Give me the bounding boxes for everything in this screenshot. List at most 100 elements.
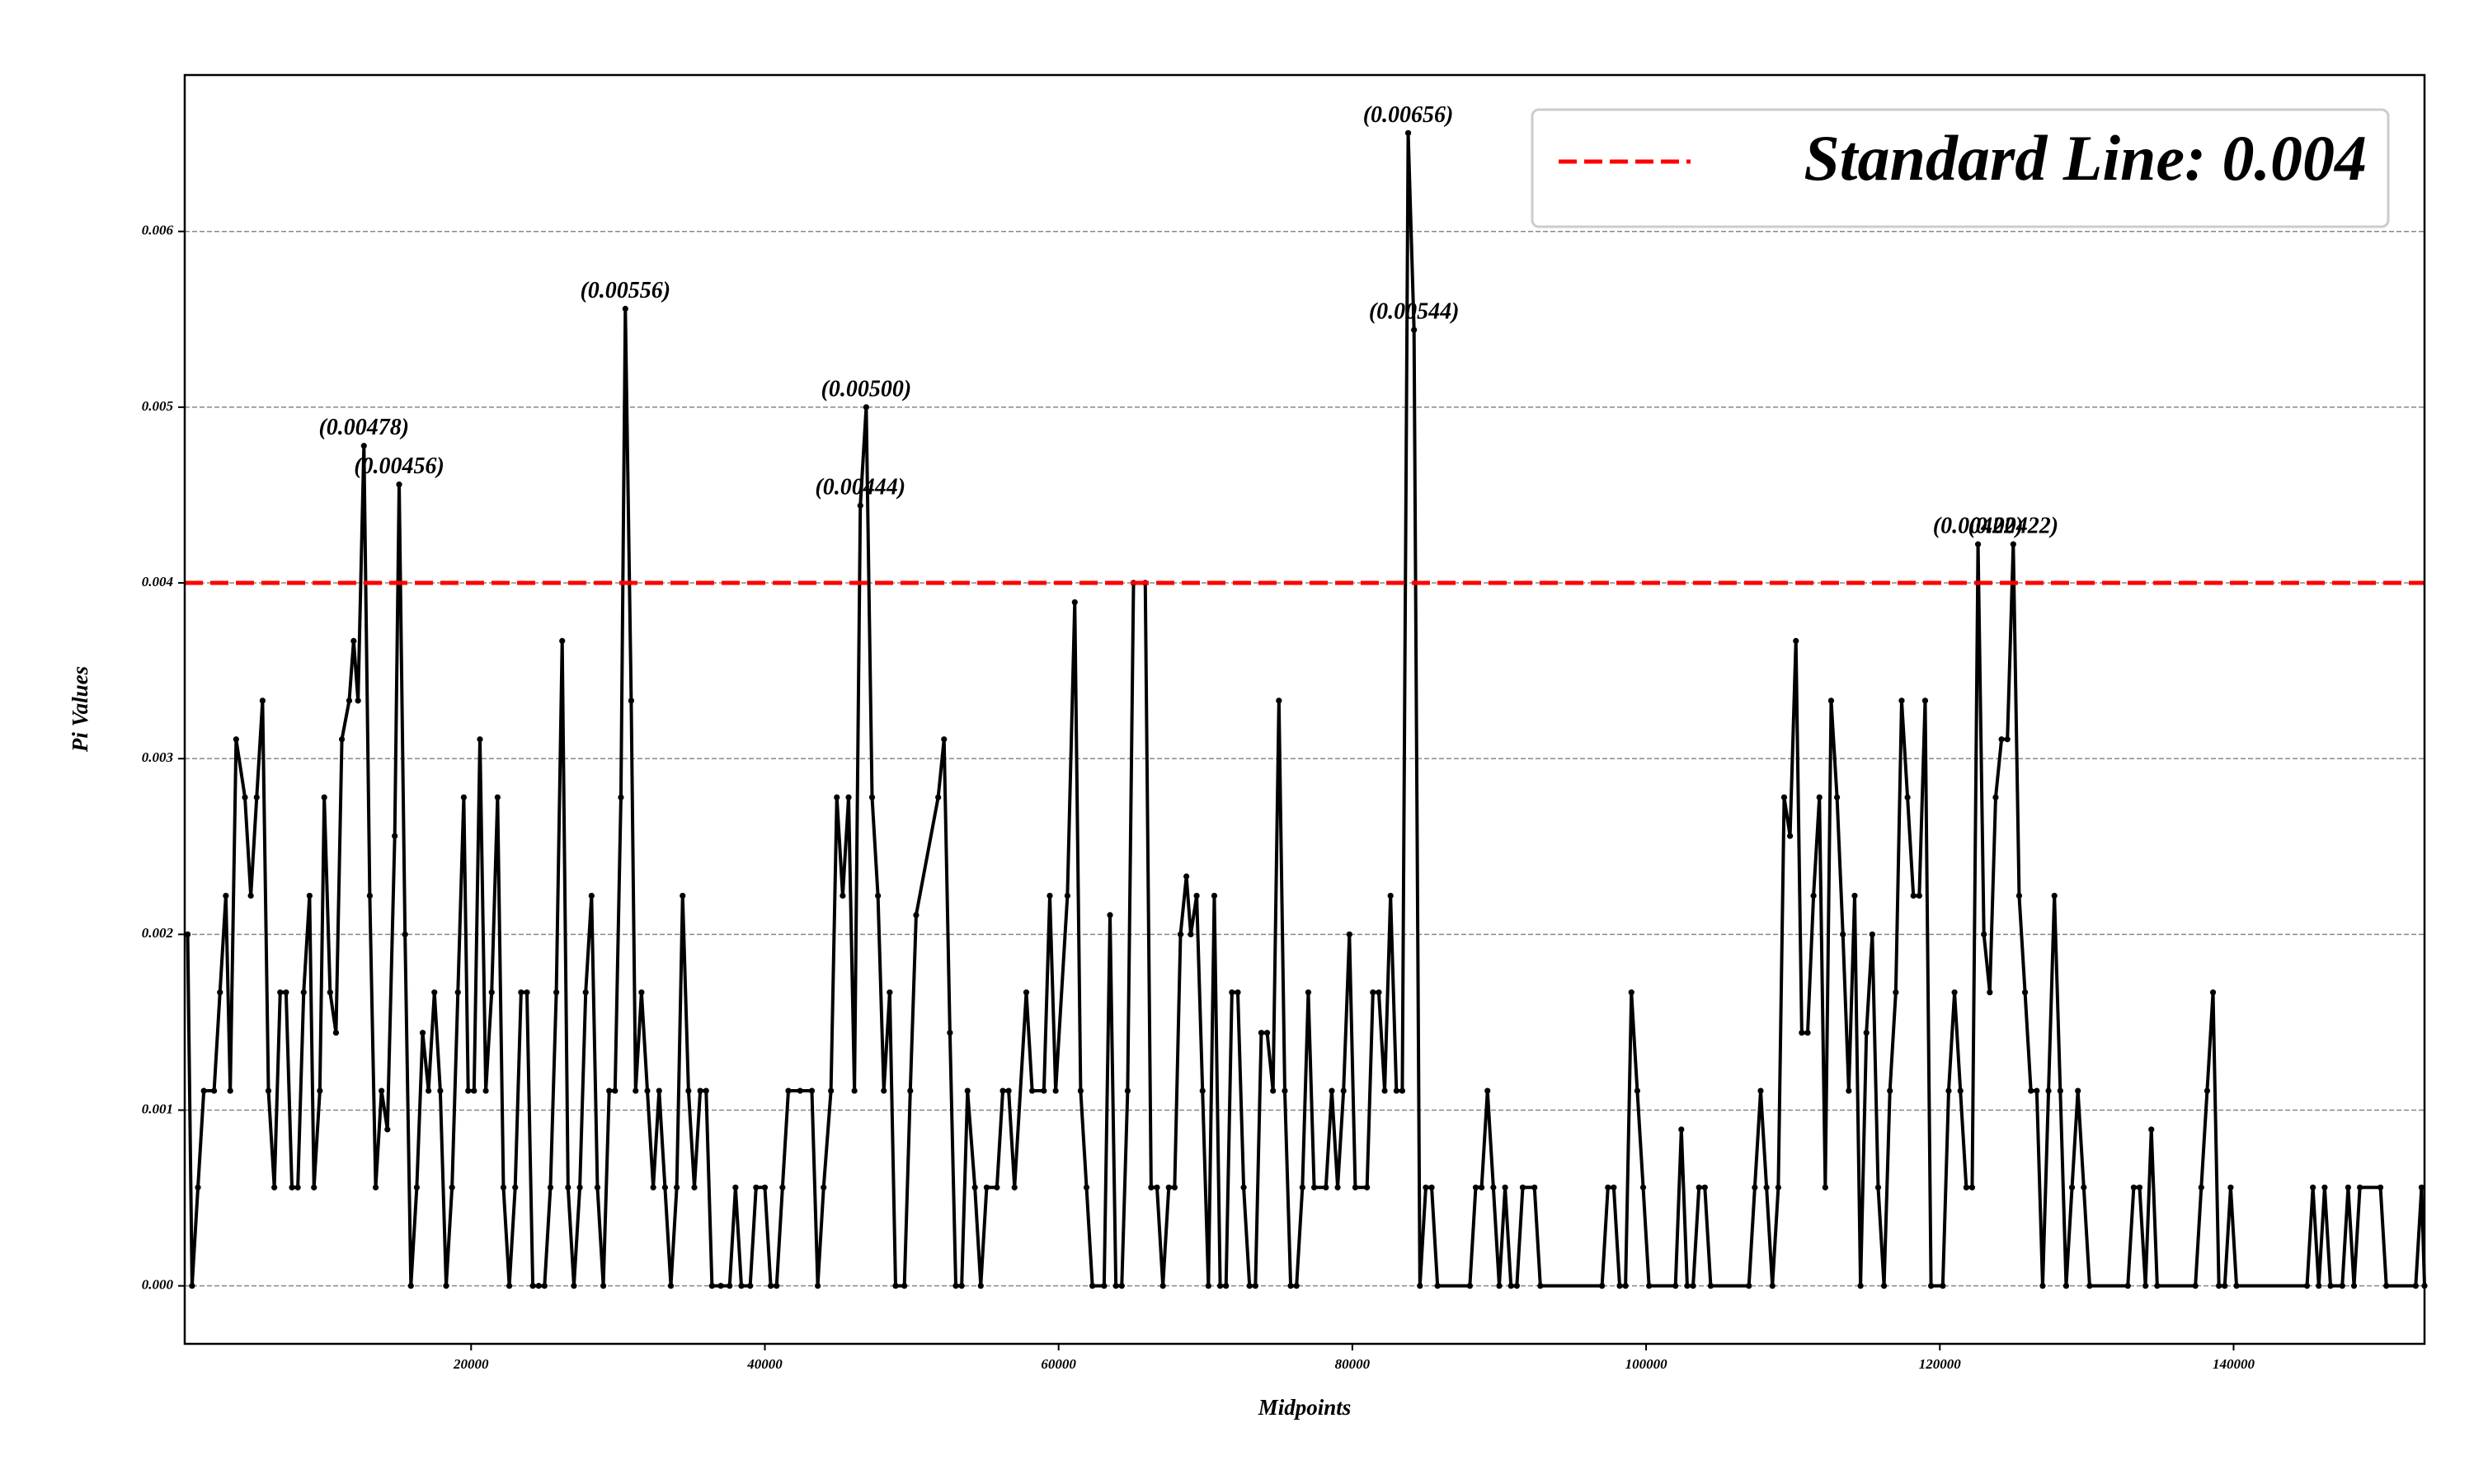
data-point <box>1223 1283 1230 1289</box>
data-point <box>317 1087 323 1094</box>
data-point <box>2154 1283 2161 1289</box>
data-point <box>1293 1283 1300 1289</box>
data-point <box>271 1184 278 1190</box>
data-point <box>2233 1283 2240 1289</box>
data-point <box>1246 1283 1253 1289</box>
data-point <box>2418 1184 2425 1190</box>
data-point <box>1639 1184 1647 1190</box>
data-point <box>488 989 495 996</box>
data-point <box>2124 1283 2131 1289</box>
data-point <box>1599 1283 1606 1289</box>
data-point <box>606 1087 613 1094</box>
data-point <box>360 443 367 449</box>
data-point <box>1029 1087 1036 1094</box>
data-point <box>465 1087 472 1094</box>
data-point <box>1282 1087 1288 1094</box>
peak-annotation: (0.00500) <box>821 376 912 402</box>
data-point <box>1165 1184 1172 1190</box>
data-point <box>588 892 595 899</box>
data-point <box>402 931 408 937</box>
peak-annotation: (0.00444) <box>815 475 905 500</box>
data-point <box>1496 1283 1503 1289</box>
data-point <box>1199 1087 1206 1094</box>
data-point <box>1423 1184 1429 1190</box>
data-point <box>1887 1087 1893 1094</box>
data-point <box>1804 1030 1811 1036</box>
data-point <box>779 1184 786 1190</box>
data-point <box>1968 1184 1976 1190</box>
data-point <box>1490 1184 1497 1190</box>
data-point <box>851 1087 858 1094</box>
data-point <box>1957 1087 1964 1094</box>
data-point <box>1270 1087 1277 1094</box>
data-point <box>1910 892 1917 899</box>
data-point <box>2412 1283 2419 1289</box>
data-point <box>565 1184 571 1190</box>
peak-annotation: (0.00544) <box>1369 299 1460 325</box>
data-point <box>1502 1184 1508 1190</box>
legend: Standard Line: 0.004 <box>1531 108 2390 228</box>
data-point <box>1107 912 1113 918</box>
data-point <box>638 989 645 996</box>
data-point <box>1840 931 1846 937</box>
data-point <box>311 1184 317 1190</box>
data-point <box>1846 1087 1852 1094</box>
data-point <box>1752 1184 1758 1190</box>
data-point <box>1299 1184 1305 1190</box>
data-point <box>840 892 846 899</box>
data-point <box>907 1087 914 1094</box>
data-point <box>1183 873 1190 880</box>
data-point <box>727 1283 733 1289</box>
data-point <box>667 1283 675 1289</box>
data-point <box>1352 1184 1359 1190</box>
data-point <box>1023 989 1030 996</box>
y-tick-label: 0.003 <box>142 749 174 765</box>
data-point <box>747 1283 754 1289</box>
data-point <box>703 1087 709 1094</box>
data-point <box>1240 1184 1247 1190</box>
data-point <box>913 912 920 918</box>
data-point <box>189 1283 195 1289</box>
data-point <box>977 1283 984 1289</box>
data-point <box>622 305 628 312</box>
data-point <box>1757 1087 1764 1094</box>
data-point <box>2383 1283 2390 1289</box>
data-point <box>294 1184 301 1190</box>
data-point <box>289 1184 295 1190</box>
data-point <box>971 1184 978 1190</box>
data-point <box>697 1087 703 1094</box>
data-point <box>753 1184 760 1190</box>
data-point <box>547 1184 554 1190</box>
data-point <box>1921 697 1929 704</box>
data-point <box>392 833 398 839</box>
data-point <box>1323 1184 1329 1190</box>
data-point <box>738 1283 745 1289</box>
data-point <box>1672 1283 1679 1289</box>
data-point <box>559 637 566 644</box>
data-point <box>594 1184 601 1190</box>
data-point <box>1101 1283 1108 1289</box>
data-point <box>2142 1283 2149 1289</box>
data-point <box>2021 989 2029 996</box>
data-point <box>321 794 327 801</box>
data-point <box>941 736 948 743</box>
data-point <box>964 1087 971 1094</box>
data-point <box>1193 892 1200 899</box>
data-point <box>431 989 438 996</box>
data-point <box>253 794 260 801</box>
data-point <box>628 697 635 704</box>
data-point <box>1071 599 1078 606</box>
data-point <box>1041 1087 1047 1094</box>
data-point <box>821 1184 827 1190</box>
data-point <box>774 1283 780 1289</box>
data-point <box>1112 1283 1119 1289</box>
data-point <box>2316 1283 2322 1289</box>
data-point <box>372 1184 379 1190</box>
data-point <box>1616 1283 1623 1289</box>
data-point <box>1263 1030 1271 1036</box>
data-point <box>1305 989 1312 996</box>
data-point <box>259 697 266 704</box>
data-point <box>355 697 361 704</box>
data-point <box>1992 794 1999 801</box>
data-point <box>2130 1184 2137 1190</box>
